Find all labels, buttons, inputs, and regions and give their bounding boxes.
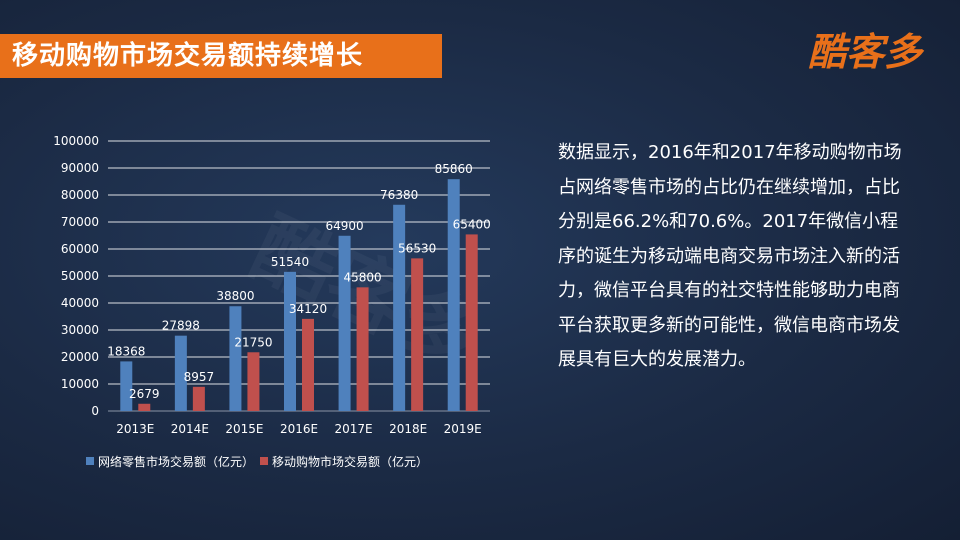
x-tick-label: 2018E [389,422,427,436]
data-label: 8957 [184,370,215,384]
title-bar: 移动购物市场交易额持续增长 [0,34,442,78]
y-tick-label: 50000 [61,269,99,283]
chart-legend: 网络零售市场交易额（亿元） 移动购物市场交易额（亿元） [86,452,434,470]
x-tick-label: 2019E [444,422,482,436]
legend-item-online-retail: 网络零售市场交易额（亿元） [86,453,254,470]
data-label: 51540 [271,255,309,269]
y-tick-label: 80000 [61,188,99,202]
data-label: 38800 [216,289,254,303]
bar-online-retail [229,306,242,411]
page-title: 移动购物市场交易额持续增长 [12,41,364,71]
bar-online-retail [120,361,133,411]
y-tick-label: 60000 [61,242,99,256]
bar-online-retail [393,204,406,411]
legend-item-mobile-shopping: 移动购物市场交易额（亿元） [260,453,428,470]
y-tick-label: 90000 [61,161,99,175]
data-label: 64900 [325,219,363,233]
bar-mobile-shopping [247,352,260,411]
x-tick-label: 2014E [171,422,209,436]
legend-label-mobile-shopping: 移动购物市场交易额（亿元） [272,454,429,469]
data-label: 2679 [129,387,160,401]
y-tick-label: 40000 [61,296,99,310]
bar-mobile-shopping [192,386,205,411]
bar-mobile-shopping [411,258,424,411]
data-label: 65400 [453,217,491,231]
data-label: 85860 [435,162,473,176]
y-tick-label: 100000 [53,134,99,148]
bar-mobile-shopping [356,287,369,411]
y-tick-label: 0 [91,404,99,418]
y-tick-label: 70000 [61,215,99,229]
data-label: 76380 [380,188,418,202]
bar-online-retail [338,235,351,411]
bar-mobile-shopping [465,234,478,411]
y-tick-label: 20000 [61,350,99,364]
bar-online-retail [174,335,187,411]
brand-logo: 酷客多 [808,26,938,78]
data-label: 27898 [162,319,200,333]
bar-mobile-shopping [138,403,151,411]
bar-mobile-shopping [302,318,314,411]
data-label: 56530 [398,241,436,255]
data-label: 45800 [343,270,381,284]
legend-label-online-retail: 网络零售市场交易额（亿元） [98,454,255,469]
legend-swatch-red [260,457,269,465]
data-label: 34120 [289,302,327,316]
data-label: 21750 [234,335,272,349]
legend-swatch-blue [86,457,94,465]
brand-logo-text: 酷客多 [808,30,923,74]
bar-online-retail [447,179,460,411]
x-tick-label: 2013E [116,422,154,436]
x-tick-label: 2017E [335,422,373,436]
description-text: 数据显示，2016年和2017年移动购物市场占网络零售市场的占比仍在继续增加，占… [558,142,902,370]
y-tick-label: 30000 [61,323,99,337]
bar-online-retail [284,271,296,411]
x-tick-label: 2016E [280,422,318,436]
y-tick-label: 10000 [61,377,99,391]
data-label: 18368 [107,344,145,358]
x-tick-label: 2015E [225,422,263,436]
